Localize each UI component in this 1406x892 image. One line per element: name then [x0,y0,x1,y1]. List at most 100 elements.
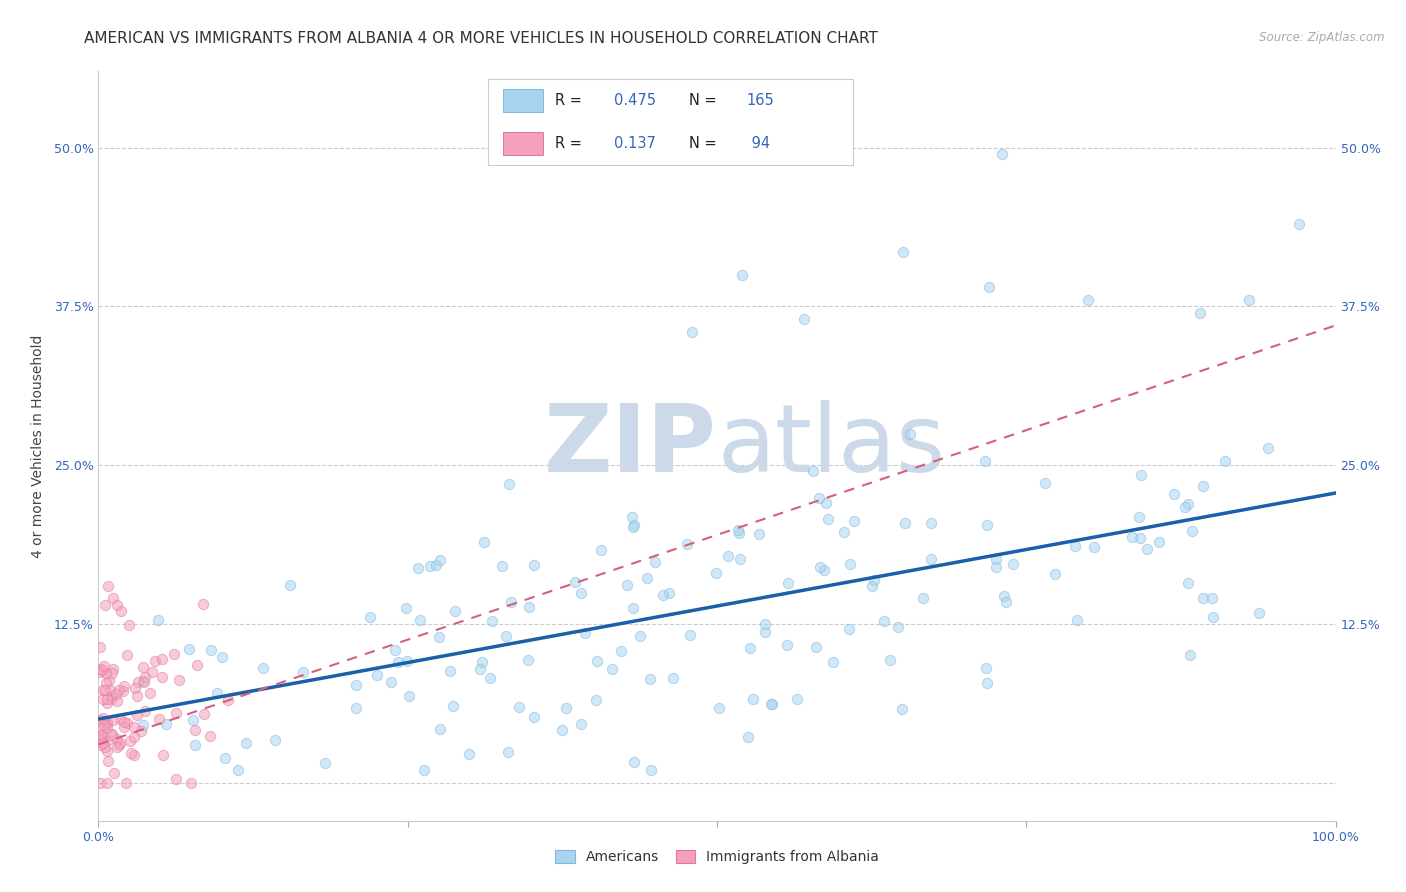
Point [98,682,121,697]
Point [115,648,138,662]
Point [1130,467,1153,482]
Point [491,559,513,574]
Point [776,575,799,590]
Point [101,662,124,676]
Point [644,555,666,569]
Point [1121,529,1143,543]
Point [122,720,145,734]
Point [776,638,799,652]
Point [984,551,1007,566]
Point [184,738,207,752]
Point [380,674,402,689]
Point [186,657,208,672]
Point [105,739,128,754]
Point [152,747,174,762]
Point [842,514,865,528]
Point [555,701,578,715]
Point [1147,535,1170,549]
Point [1257,441,1279,455]
Point [585,654,607,668]
Point [100,728,122,742]
Point [89,713,111,727]
Point [898,427,921,442]
Point [838,622,860,636]
Point [396,654,419,668]
Point [93,658,115,673]
Point [97,754,120,768]
Point [472,535,495,549]
Point [499,594,522,608]
Point [105,598,128,612]
Point [662,672,685,686]
Point [134,670,156,684]
Point [1237,293,1260,307]
Point [804,640,827,655]
Text: 165: 165 [747,93,775,108]
Point [263,732,285,747]
Point [1178,648,1201,662]
Point [979,280,1001,294]
Point [146,613,169,627]
Point [291,665,314,679]
Point [96,696,118,710]
Point [704,566,727,580]
Point [406,561,429,575]
Point [879,653,901,667]
Text: N =: N = [689,93,721,108]
Point [832,524,855,539]
Point [628,629,651,643]
Point [759,698,782,712]
Point [1181,524,1204,539]
Point [517,599,540,614]
Point [444,604,467,618]
Point [737,730,759,744]
Text: atlas: atlas [717,400,945,492]
Point [429,553,451,567]
Point [523,710,546,724]
Text: 0.137: 0.137 [614,136,657,151]
Point [90,738,112,752]
Point [152,671,174,685]
Point [181,713,204,727]
Point [761,697,783,711]
Text: ZIP: ZIP [544,400,717,492]
Point [108,683,131,698]
Point [91,710,114,724]
FancyBboxPatch shape [488,78,853,165]
Point [217,692,239,706]
Point [591,543,613,558]
Point [887,620,910,634]
Point [1064,540,1087,554]
Point [235,735,257,749]
Point [121,746,143,760]
Point [100,692,122,706]
Point [508,699,530,714]
Point [103,591,125,606]
Point [976,676,998,690]
Point [860,579,883,593]
Point [620,509,643,524]
Point [198,729,221,743]
Point [384,642,406,657]
Point [132,673,155,688]
Point [105,731,128,746]
Point [150,652,173,666]
Point [728,551,751,566]
Point [96,722,118,736]
FancyBboxPatch shape [503,88,543,112]
Point [120,734,142,748]
Point [569,717,592,731]
Point [366,668,388,682]
Point [114,720,136,734]
Point [817,511,839,525]
Point [125,708,148,723]
Point [200,643,222,657]
Point [441,699,464,714]
Point [89,733,111,747]
Point [96,744,118,758]
Point [623,756,645,770]
Point [571,586,593,600]
Point [727,523,749,537]
Point [155,716,177,731]
Point [574,626,596,640]
